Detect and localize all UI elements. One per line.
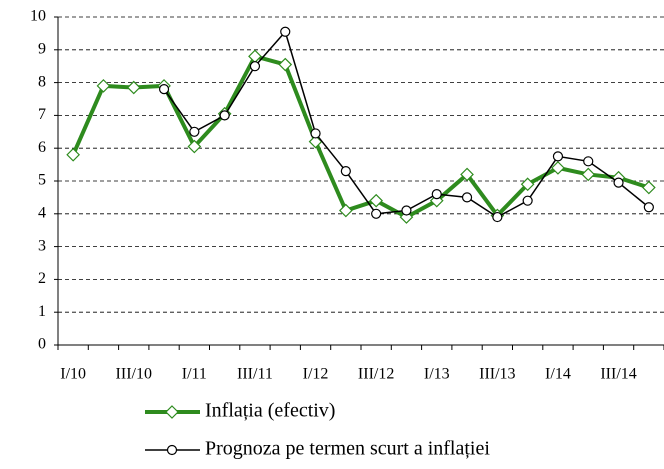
marker — [96, 79, 111, 93]
marker — [158, 84, 170, 95]
marker — [187, 139, 202, 154]
x-tick-label: III/11 — [237, 366, 273, 383]
x-tick-label: III/14 — [600, 366, 636, 383]
marker — [280, 26, 291, 37]
marker — [166, 444, 178, 456]
x-tick-label: I/11 — [182, 366, 207, 383]
marker — [551, 161, 565, 175]
y-tick-label: 9 — [38, 40, 46, 57]
marker — [431, 189, 442, 200]
y-tick-label: 7 — [38, 106, 46, 123]
marker — [126, 80, 141, 95]
marker — [165, 405, 179, 419]
marker — [249, 61, 261, 72]
x-tick-label: III/12 — [358, 366, 394, 383]
marker — [643, 202, 654, 213]
x-tick-label: I/13 — [424, 366, 450, 383]
marker — [552, 151, 564, 162]
marker — [369, 193, 383, 208]
y-tick-label: 5 — [38, 172, 46, 189]
marker — [278, 57, 293, 72]
marker — [492, 211, 503, 223]
x-tick-label: III/10 — [116, 366, 152, 383]
marker — [401, 205, 412, 216]
y-tick-label: 1 — [38, 303, 46, 320]
marker — [581, 167, 596, 182]
legend-label: Inflația (efectiv) — [205, 400, 335, 422]
y-tick-label: 8 — [38, 73, 46, 90]
marker — [340, 166, 351, 177]
marker — [308, 134, 323, 149]
y-tick-label: 4 — [38, 204, 46, 221]
marker — [583, 156, 594, 167]
y-tick-label: 2 — [38, 270, 46, 287]
x-tick-label: I/10 — [60, 366, 86, 383]
x-tick-label: I/14 — [545, 366, 571, 383]
marker — [613, 177, 624, 188]
y-tick-label: 3 — [38, 237, 46, 254]
marker — [310, 128, 321, 139]
x-tick-label: III/13 — [479, 366, 515, 383]
marker — [66, 147, 80, 162]
marker — [371, 208, 382, 219]
legend-label: Prognoza pe termen scurt a inflației — [205, 438, 490, 460]
y-tick-label: 10 — [30, 8, 46, 25]
y-tick-label: 0 — [38, 336, 46, 353]
marker — [219, 110, 230, 121]
marker — [339, 203, 353, 218]
marker — [460, 167, 474, 182]
marker — [642, 180, 656, 195]
marker — [189, 126, 200, 137]
y-tick-label: 6 — [38, 139, 46, 156]
marker — [522, 195, 533, 206]
marker — [520, 177, 535, 192]
series-line — [163, 30, 650, 218]
marker — [461, 192, 473, 203]
x-tick-label: I/12 — [303, 366, 329, 383]
